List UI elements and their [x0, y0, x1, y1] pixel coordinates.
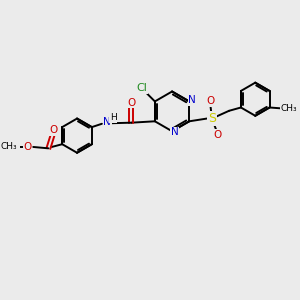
Text: Cl: Cl: [136, 83, 147, 94]
Text: O: O: [127, 98, 136, 107]
Text: O: O: [206, 96, 215, 106]
Text: N: N: [188, 95, 196, 105]
Text: CH₃: CH₃: [280, 104, 297, 113]
Text: N: N: [103, 117, 111, 127]
Text: S: S: [208, 112, 216, 125]
Text: O: O: [50, 125, 58, 135]
Text: O: O: [213, 130, 222, 140]
Text: H: H: [110, 113, 117, 122]
Text: O: O: [24, 142, 32, 152]
Text: CH₃: CH₃: [0, 142, 17, 152]
Text: N: N: [171, 127, 179, 137]
